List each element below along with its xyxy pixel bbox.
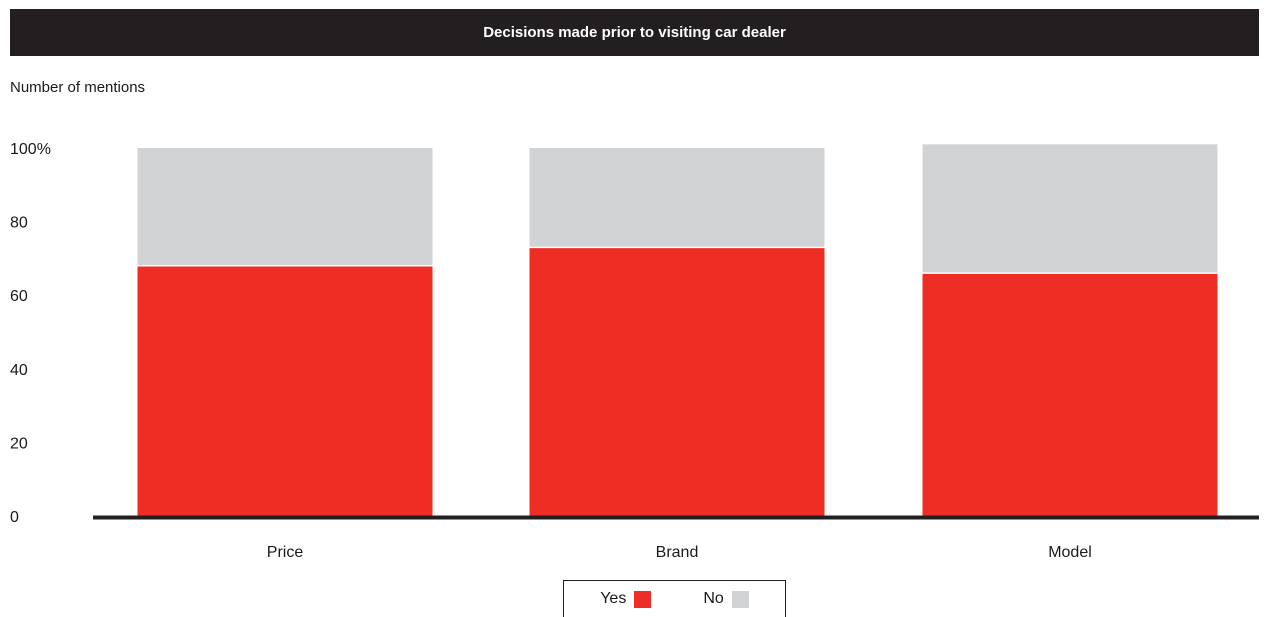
chart-title-bar: Decisions made prior to visiting car dea…	[10, 9, 1259, 56]
bar-price-no	[137, 148, 433, 266]
y-tick-label: 0	[10, 509, 19, 526]
y-tick-labels: 0 20 40 60 80 100%	[10, 141, 51, 526]
legend-label-no: No	[703, 590, 724, 607]
legend-swatch-no	[731, 590, 749, 608]
y-axis-label: Number of mentions	[10, 79, 146, 96]
x-tick-label: Model	[1048, 544, 1092, 561]
y-tick-label: 20	[10, 435, 28, 452]
bar-brand-no	[529, 148, 825, 248]
legend-swatch-yes	[634, 590, 652, 608]
bar-model-yes	[922, 273, 1218, 516]
x-tick-labels: Price Brand Model	[267, 544, 1092, 561]
bar-model-no	[922, 144, 1218, 274]
legend-item-yes: Yes	[600, 590, 652, 608]
bars	[137, 144, 1218, 517]
bar-brand-yes	[529, 247, 825, 517]
legend-label-yes: Yes	[600, 590, 627, 607]
chart-title: Decisions made prior to visiting car dea…	[483, 24, 786, 41]
x-tick-label: Brand	[656, 544, 699, 561]
y-tick-label: 60	[10, 288, 28, 305]
y-tick-label: 80	[10, 215, 28, 232]
legend: Yes No	[563, 580, 786, 617]
bar-price-yes	[137, 265, 433, 516]
y-tick-label: 40	[10, 362, 28, 379]
legend-item-no: No	[703, 590, 749, 608]
y-tick-label: 100%	[10, 141, 51, 158]
x-tick-label: Price	[267, 544, 304, 561]
